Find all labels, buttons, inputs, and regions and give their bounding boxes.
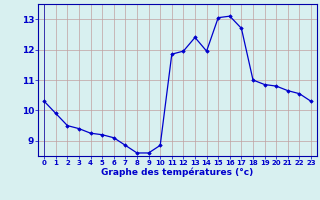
X-axis label: Graphe des températures (°c): Graphe des températures (°c) <box>101 168 254 177</box>
